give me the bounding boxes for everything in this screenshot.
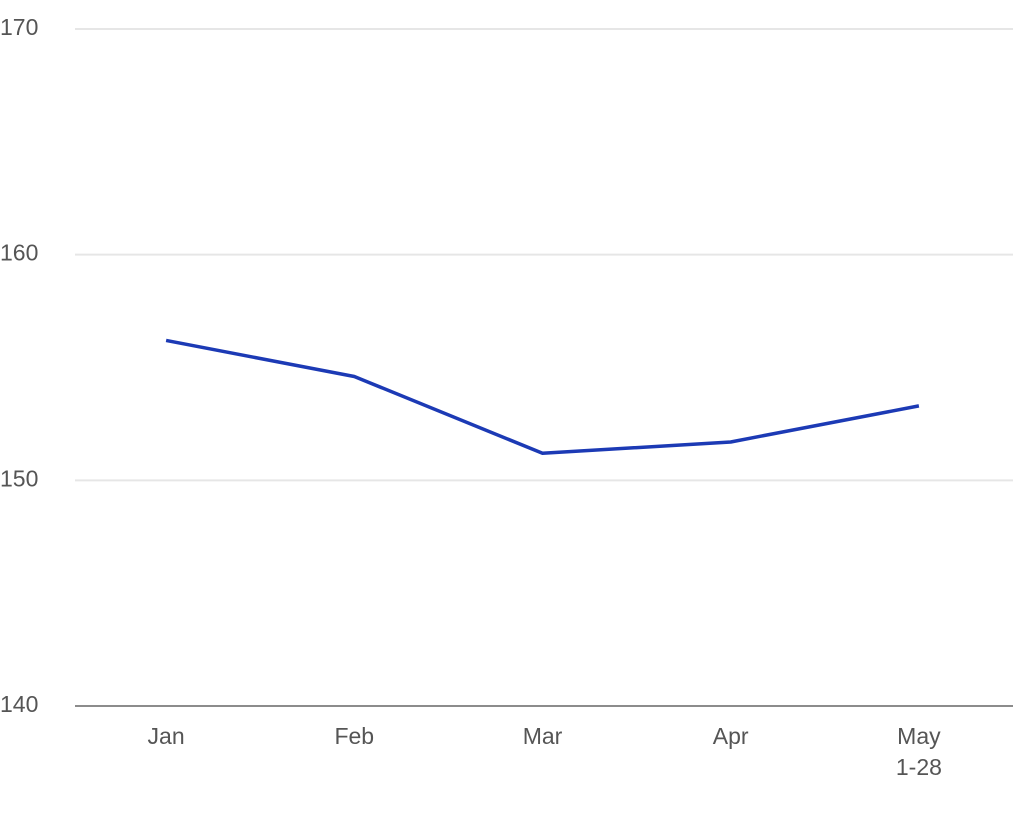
y-tick-label: 140: [0, 691, 38, 717]
data-line: [165, 338, 920, 456]
x-tick-label: Mar: [523, 723, 563, 749]
x-tick-label: Feb: [334, 723, 374, 749]
y-tick-label: 150: [0, 465, 38, 491]
y-tick-label: 160: [0, 240, 38, 266]
y-tick-label: 170: [0, 14, 38, 40]
x-tick-label: Apr: [713, 723, 749, 749]
x-tick-label: May 1-28: [896, 723, 942, 780]
x-tick-label: Jan: [148, 723, 185, 749]
